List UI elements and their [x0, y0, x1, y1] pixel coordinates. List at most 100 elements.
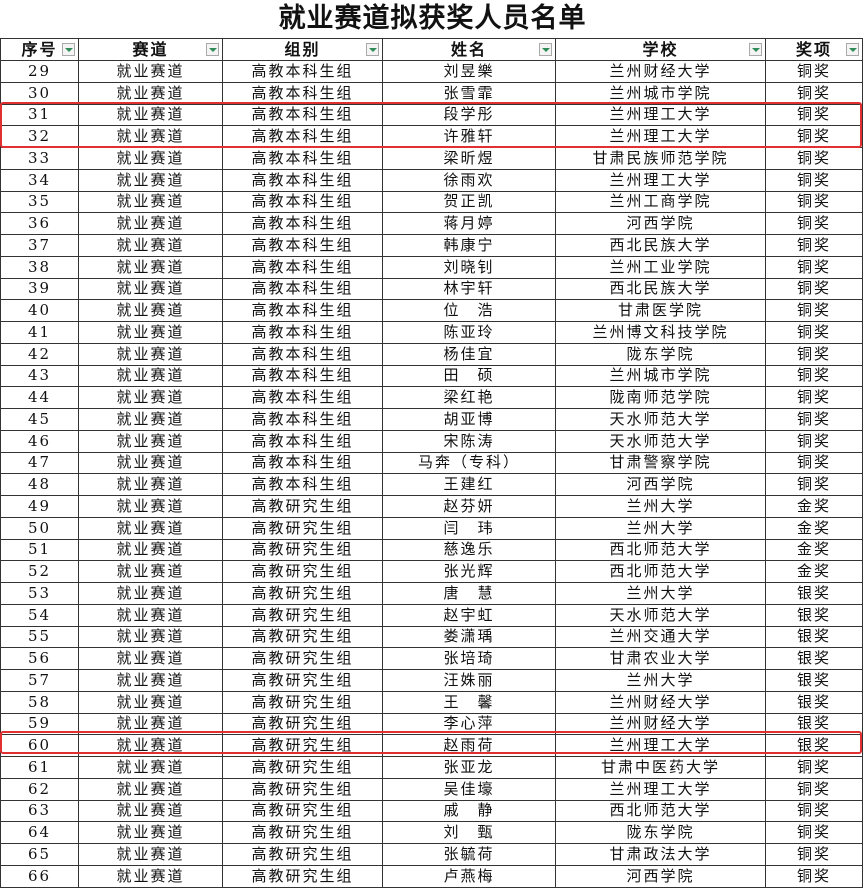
cell-track[interactable]: 就业赛道 [78, 212, 223, 235]
cell-group[interactable]: 高教研究生组 [222, 843, 383, 866]
cell-track[interactable]: 就业赛道 [78, 299, 223, 322]
cell-track[interactable]: 就业赛道 [78, 777, 223, 801]
cell-group[interactable]: 高教研究生组 [222, 495, 383, 518]
cell-group[interactable]: 高教本科生组 [222, 342, 383, 366]
cell-name[interactable]: 位 浩 [382, 299, 556, 322]
cell-track[interactable]: 就业赛道 [78, 125, 223, 148]
cell-award[interactable]: 铜奖 [765, 756, 863, 779]
cell-name[interactable]: 马奔（专科） [382, 451, 556, 475]
cell-track[interactable]: 就业赛道 [78, 538, 223, 562]
cell-award[interactable]: 铜奖 [765, 386, 863, 409]
cell-school[interactable]: 天水师范大学 [555, 429, 766, 453]
cell-group[interactable]: 高教本科生组 [222, 255, 383, 279]
cell-group[interactable]: 高教研究生组 [222, 799, 383, 823]
cell-award[interactable]: 铜奖 [765, 81, 863, 105]
cell-award[interactable]: 铜奖 [765, 60, 863, 83]
filter-dropdown-icon[interactable] [539, 43, 552, 56]
cell-name[interactable]: 赵宇虹 [382, 603, 556, 627]
cell-school[interactable]: 河西学院 [555, 212, 766, 235]
cell-group[interactable]: 高教研究生组 [222, 582, 383, 605]
cell-group[interactable]: 高教本科生组 [222, 103, 383, 127]
cell-award[interactable]: 铜奖 [765, 212, 863, 235]
cell-award[interactable]: 银奖 [765, 734, 863, 757]
cell-award[interactable]: 银奖 [765, 647, 863, 670]
cell-school[interactable]: 兰州大学 [555, 516, 766, 540]
cell-name[interactable]: 张亚龙 [382, 756, 556, 779]
cell-name[interactable]: 胡亚博 [382, 408, 556, 431]
cell-track[interactable]: 就业赛道 [78, 255, 223, 279]
cell-index[interactable]: 64 [0, 821, 79, 844]
cell-track[interactable]: 就业赛道 [78, 603, 223, 627]
cell-name[interactable]: 刘昱樂 [382, 60, 556, 83]
cell-name[interactable]: 林宇轩 [382, 277, 556, 301]
cell-index[interactable]: 44 [0, 386, 79, 409]
cell-name[interactable]: 张毓荷 [382, 843, 556, 866]
cell-group[interactable]: 高教研究生组 [222, 734, 383, 757]
cell-track[interactable]: 就业赛道 [78, 582, 223, 605]
cell-award[interactable]: 银奖 [765, 582, 863, 605]
cell-school[interactable]: 甘肃政法大学 [555, 843, 766, 866]
cell-name[interactable]: 王 馨 [382, 690, 556, 714]
cell-index[interactable]: 59 [0, 712, 79, 736]
cell-group[interactable]: 高教研究生组 [222, 712, 383, 736]
cell-school[interactable]: 甘肃警察学院 [555, 451, 766, 475]
cell-name[interactable]: 王建红 [382, 473, 556, 496]
cell-group[interactable]: 高教本科生组 [222, 125, 383, 148]
cell-name[interactable]: 戚 静 [382, 799, 556, 823]
cell-school[interactable]: 甘肃农业大学 [555, 647, 766, 670]
cell-track[interactable]: 就业赛道 [78, 843, 223, 866]
cell-name[interactable]: 唐 慧 [382, 582, 556, 605]
cell-award[interactable]: 铜奖 [765, 843, 863, 866]
cell-index[interactable]: 48 [0, 473, 79, 496]
cell-track[interactable]: 就业赛道 [78, 277, 223, 301]
cell-name[interactable]: 赵芬妍 [382, 495, 556, 518]
cell-school[interactable]: 兰州理工大学 [555, 103, 766, 127]
cell-award[interactable]: 铜奖 [765, 799, 863, 823]
cell-school[interactable]: 兰州理工大学 [555, 168, 766, 192]
cell-group[interactable]: 高教本科生组 [222, 364, 383, 388]
cell-group[interactable]: 高教本科生组 [222, 234, 383, 257]
cell-index[interactable]: 41 [0, 321, 79, 344]
cell-school[interactable]: 天水师范大学 [555, 408, 766, 431]
cell-award[interactable]: 铜奖 [765, 321, 863, 344]
cell-group[interactable]: 高教研究生组 [222, 669, 383, 692]
cell-school[interactable]: 兰州理工大学 [555, 734, 766, 757]
cell-award[interactable]: 铜奖 [765, 451, 863, 475]
cell-group[interactable]: 高教研究生组 [222, 560, 383, 583]
cell-index[interactable]: 45 [0, 408, 79, 431]
cell-school[interactable]: 河西学院 [555, 473, 766, 496]
cell-name[interactable]: 张光辉 [382, 560, 556, 583]
cell-name[interactable]: 赵雨荷 [382, 734, 556, 757]
cell-track[interactable]: 就业赛道 [78, 147, 223, 170]
cell-track[interactable]: 就业赛道 [78, 168, 223, 192]
filter-dropdown-icon[interactable] [206, 43, 219, 56]
filter-dropdown-icon[interactable] [366, 43, 379, 56]
cell-track[interactable]: 就业赛道 [78, 60, 223, 83]
cell-award[interactable]: 铜奖 [765, 342, 863, 366]
cell-award[interactable]: 铜奖 [765, 821, 863, 844]
cell-school[interactable]: 天水师范大学 [555, 603, 766, 627]
cell-name[interactable]: 吴佳壕 [382, 777, 556, 801]
cell-group[interactable]: 高教研究生组 [222, 756, 383, 779]
cell-track[interactable]: 就业赛道 [78, 560, 223, 583]
cell-index[interactable]: 31 [0, 103, 79, 127]
cell-award[interactable]: 铜奖 [765, 255, 863, 279]
cell-name[interactable]: 段学彤 [382, 103, 556, 127]
cell-award[interactable]: 金奖 [765, 516, 863, 540]
cell-track[interactable]: 就业赛道 [78, 408, 223, 431]
cell-track[interactable]: 就业赛道 [78, 429, 223, 453]
cell-index[interactable]: 66 [0, 864, 79, 888]
cell-name[interactable]: 梁红艳 [382, 386, 556, 409]
cell-name[interactable]: 贺正凯 [382, 190, 556, 214]
cell-index[interactable]: 38 [0, 255, 79, 279]
cell-track[interactable]: 就业赛道 [78, 690, 223, 714]
cell-name[interactable]: 张培琦 [382, 647, 556, 670]
cell-index[interactable]: 30 [0, 81, 79, 105]
cell-index[interactable]: 53 [0, 582, 79, 605]
cell-award[interactable]: 铜奖 [765, 168, 863, 192]
cell-name[interactable]: 卢燕梅 [382, 864, 556, 888]
cell-index[interactable]: 50 [0, 516, 79, 540]
cell-school[interactable]: 兰州理工大学 [555, 777, 766, 801]
filter-dropdown-icon[interactable] [749, 43, 762, 56]
cell-track[interactable]: 就业赛道 [78, 734, 223, 757]
